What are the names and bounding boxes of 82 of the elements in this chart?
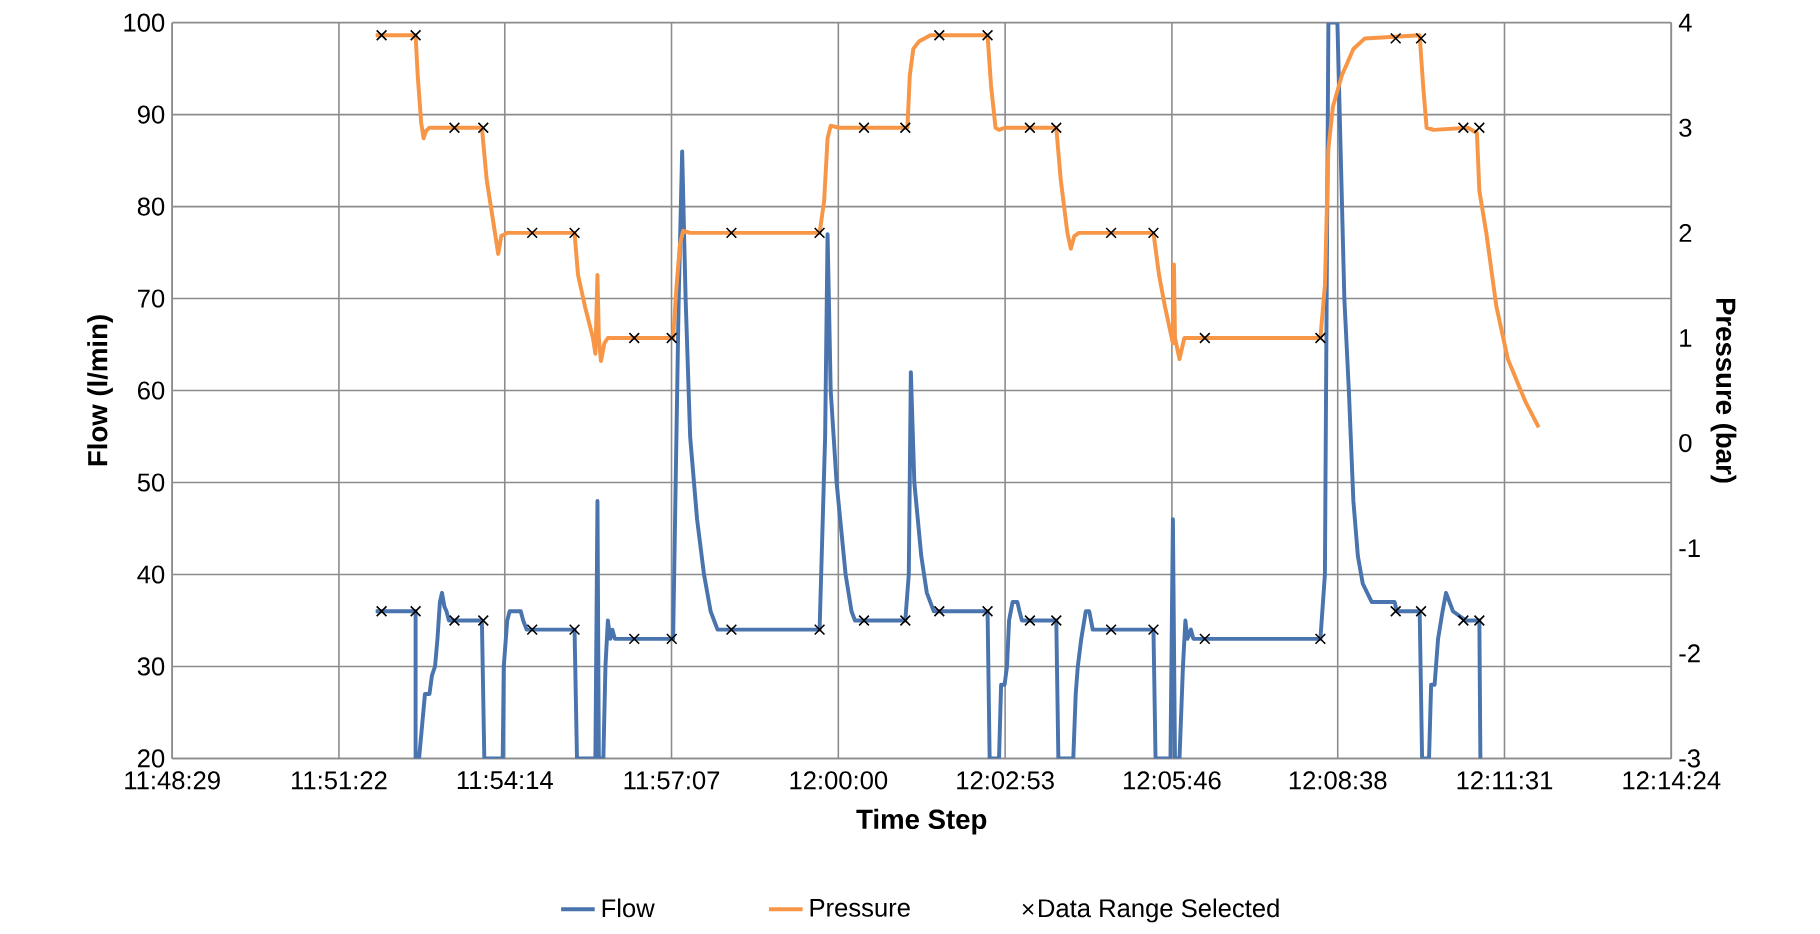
y-tick-label: 70 — [138, 289, 165, 308]
y2-tick-label: -1 — [1679, 539, 1700, 558]
point — [1050, 614, 1062, 627]
y-tick-label: 40 — [137, 565, 165, 584]
point — [628, 332, 640, 344]
x-tick-label: 11:54:14 — [457, 771, 553, 790]
point — [1415, 605, 1427, 618]
point — [477, 614, 489, 627]
x-tick-label: 11:51:22 — [291, 771, 387, 790]
point — [448, 122, 461, 134]
point — [899, 614, 911, 627]
point — [1024, 614, 1036, 627]
x-tick-label: 12:14:24 — [1623, 771, 1721, 790]
point — [1024, 122, 1036, 134]
point — [1105, 624, 1117, 636]
legend-label: Pressure — [810, 899, 910, 917]
x-tick-label: 12:02:53 — [957, 771, 1054, 790]
y2-tick-label: 1 — [1680, 329, 1692, 347]
y2-tick-label: -2 — [1679, 644, 1700, 663]
point — [1199, 332, 1211, 344]
point — [477, 122, 489, 134]
point — [1105, 227, 1117, 239]
y2-tick-label: 2 — [1679, 224, 1692, 242]
y-tick-label: 80 — [137, 197, 165, 216]
y-tick-label: 90 — [137, 105, 165, 124]
y-tick-label: 30 — [137, 657, 165, 676]
point — [628, 633, 640, 645]
point — [933, 605, 945, 618]
point — [375, 29, 388, 42]
x-tick-label: 12:11:31 — [1457, 771, 1553, 790]
x-axis-title: Time Step — [856, 808, 987, 835]
y-tick-label: 60 — [138, 381, 165, 400]
point — [1147, 624, 1160, 636]
x-tick-label: 12:05:46 — [1124, 771, 1221, 790]
point — [725, 227, 738, 239]
point — [725, 624, 738, 636]
point — [568, 624, 581, 636]
x-tick-label: 11:57:07 — [624, 771, 720, 790]
point — [1147, 227, 1160, 239]
x-tick-label: 12:00:00 — [790, 771, 888, 790]
point — [933, 29, 945, 42]
point — [526, 227, 538, 239]
point — [1457, 122, 1470, 134]
point — [858, 122, 870, 134]
point — [409, 605, 422, 618]
point — [666, 633, 678, 645]
line-series — [373, 33, 1541, 430]
y-tick-label: 100 — [124, 13, 165, 32]
point — [1473, 122, 1486, 134]
x-tick-label: 11:48:29 — [125, 771, 220, 790]
point — [813, 624, 826, 636]
point — [1415, 32, 1427, 45]
point — [1457, 614, 1470, 627]
point — [448, 614, 461, 627]
point — [1473, 614, 1486, 627]
legend-label: Flow — [602, 898, 655, 918]
point — [568, 227, 581, 239]
y2-tick-label: -3 — [1679, 749, 1700, 768]
y2-axis-title: Pressure (bar) — [1710, 299, 1737, 483]
point — [981, 29, 994, 42]
point — [858, 614, 870, 627]
y2-tick-label: 0 — [1679, 434, 1692, 453]
point — [981, 605, 994, 618]
point — [813, 227, 826, 239]
point — [1390, 605, 1402, 618]
legend-label: Data Range Selected — [1039, 898, 1279, 923]
point — [666, 332, 678, 344]
y2-tick-label: 3 — [1679, 118, 1692, 137]
y-tick-label: 20 — [138, 749, 165, 768]
point — [1390, 32, 1402, 45]
point — [375, 605, 388, 618]
y2-tick-label: 4 — [1678, 13, 1692, 32]
point — [1314, 633, 1327, 645]
point — [1199, 633, 1211, 645]
point — [899, 122, 911, 134]
y-tick-label: 50 — [137, 473, 165, 492]
x-tick-label: 12:08:38 — [1289, 771, 1387, 790]
point — [1050, 122, 1062, 134]
point — [526, 624, 538, 636]
point — [409, 29, 422, 42]
y-axis-title: Flow (l/min) — [87, 315, 113, 466]
point — [1314, 332, 1327, 344]
